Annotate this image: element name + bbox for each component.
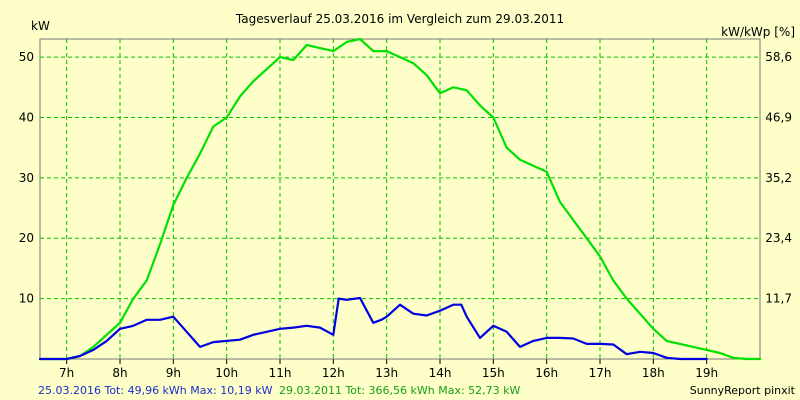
y-tick-labels-right: 11,7 23,4 35,2 46,9 58,6 [765,50,792,306]
y-tick-label-right: 35,2 [765,171,792,185]
x-tick-label: 14h [429,366,452,380]
y-tick-label-right: 23,4 [765,231,792,245]
y-tick-label-left: 50 [19,50,34,64]
y-tick-label-left: 30 [19,171,34,185]
x-tick-label: 16h [535,366,558,380]
plot-frame [39,38,761,360]
chart-title: Tagesverlauf 25.03.2016 im Vergleich zum… [235,12,564,26]
series-lines [38,37,762,361]
series-line [38,37,762,361]
x-tick-labels: 7h 8h 9h 10h 11h 12h 13h 14h 15h 16h 17h 18h 19h [59,366,718,380]
series1-summary: 25.03.2016 Tot: 49,96 kWh Max: 10,19 kW [38,384,273,397]
grid [39,38,761,364]
series-line [38,296,708,361]
y-tick-label-right: 46,9 [765,110,792,124]
x-tick-label: 9h [166,366,181,380]
x-tick-label: 13h [375,366,398,380]
series2-summary: 29.03.2011 Tot: 366,56 kWh Max: 52,73 kW [279,384,521,397]
x-tick-label: 10h [215,366,238,380]
y-tick-label-right: 11,7 [765,292,792,306]
y-tick-label-left: 10 [19,292,34,306]
y-tick-label-left: 20 [19,231,34,245]
y-tick-label-left: 40 [19,110,34,124]
x-tick-label: 19h [695,366,718,380]
y-tick-labels-left: 10 20 30 40 50 [19,50,34,306]
x-tick-label: 17h [589,366,612,380]
credit: SunnyReport pinxit [690,384,796,397]
x-tick-label: 7h [59,366,74,380]
x-tick-label: 12h [322,366,345,380]
x-tick-label: 18h [642,366,665,380]
y-axis-label-right: kW/kWp [%] [721,25,795,39]
footer-summaries: 25.03.2016 Tot: 49,96 kWh Max: 10,19 kW … [38,384,521,397]
x-tick-label: 8h [112,366,127,380]
x-tick-label: 11h [269,366,292,380]
y-axis-label-left: kW [31,19,50,33]
x-tick-label: 15h [482,366,505,380]
y-tick-label-right: 58,6 [765,50,792,64]
